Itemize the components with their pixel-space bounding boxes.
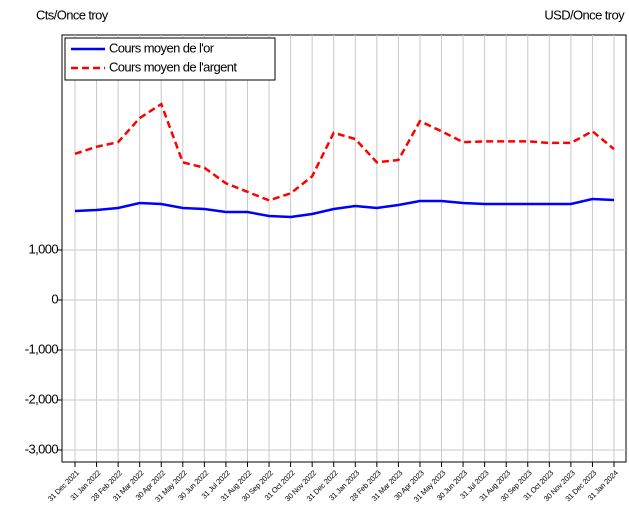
series-line bbox=[74, 102, 615, 202]
legend-box bbox=[64, 37, 276, 81]
plot-area bbox=[61, 34, 627, 463]
y-axis-label: Cts/Once troy bbox=[36, 7, 109, 22]
y-tick-label: -1,000 bbox=[25, 341, 59, 356]
legend-label: Cours moyen de l'or bbox=[109, 40, 215, 55]
legend-label: Cours moyen de l'argent bbox=[109, 59, 237, 74]
y-tick-label: -3,000 bbox=[25, 441, 59, 456]
y2-axis-label: USD/Once troy bbox=[544, 7, 625, 22]
y-tick-label: 1,000 bbox=[28, 241, 58, 256]
series-line bbox=[74, 197, 615, 219]
y-tick-label: 0 bbox=[51, 291, 58, 306]
y-tick-label: -2,000 bbox=[25, 391, 59, 406]
